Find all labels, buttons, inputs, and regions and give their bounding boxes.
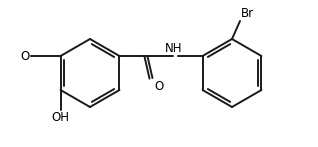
Text: O: O	[20, 50, 30, 62]
Text: NH: NH	[165, 42, 182, 55]
Text: OH: OH	[52, 111, 70, 124]
Text: O: O	[155, 80, 164, 93]
Text: Br: Br	[241, 7, 254, 20]
